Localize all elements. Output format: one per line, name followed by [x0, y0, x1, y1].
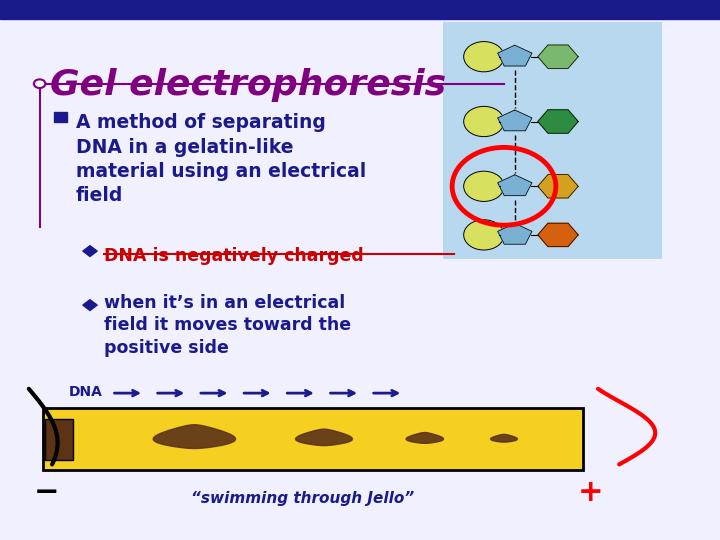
Text: −: −	[34, 478, 60, 507]
Text: “swimming through Jello”: “swimming through Jello”	[191, 491, 414, 507]
Text: when it’s in an electrical
field it moves toward the
positive side: when it’s in an electrical field it move…	[104, 294, 351, 357]
Bar	[43, 408, 583, 470]
Circle shape	[34, 79, 45, 88]
Text: DNA: DNA	[68, 384, 102, 399]
Bar	[443, 22, 662, 259]
Text: +: +	[577, 478, 603, 507]
Polygon shape	[406, 433, 444, 443]
Polygon shape	[498, 110, 532, 131]
Polygon shape	[296, 429, 353, 445]
Polygon shape	[498, 45, 532, 66]
Polygon shape	[498, 224, 532, 244]
Circle shape	[464, 220, 504, 250]
Text: A method of separating
DNA in a gelatin-like
material using an electrical
field: A method of separating DNA in a gelatin-…	[76, 113, 366, 205]
Polygon shape	[153, 425, 235, 449]
Bar	[0, 0, 720, 19]
Polygon shape	[538, 174, 578, 198]
Polygon shape	[538, 45, 578, 69]
Text: DNA is negatively charged: DNA is negatively charged	[104, 247, 364, 265]
Polygon shape	[83, 246, 97, 256]
Circle shape	[464, 171, 504, 201]
Circle shape	[464, 42, 504, 72]
Bar	[54, 112, 67, 122]
Polygon shape	[538, 223, 578, 247]
Polygon shape	[83, 300, 97, 310]
Polygon shape	[490, 434, 518, 442]
Text: Gel electrophoresis: Gel electrophoresis	[50, 68, 446, 102]
Polygon shape	[498, 175, 532, 195]
Bar	[45, 418, 73, 460]
Circle shape	[464, 106, 504, 137]
Polygon shape	[538, 110, 578, 133]
